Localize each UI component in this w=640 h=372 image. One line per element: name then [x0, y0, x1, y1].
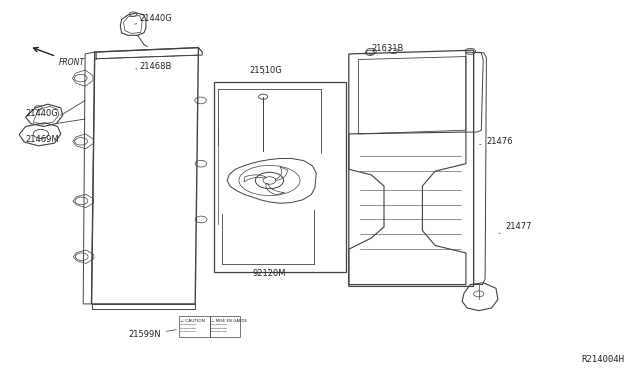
Text: ━━━━━━━━━: ━━━━━━━━━	[211, 330, 227, 334]
Text: 21599N: 21599N	[128, 330, 177, 339]
Text: ━━━━━━━━━: ━━━━━━━━━	[180, 327, 196, 331]
Text: ━━━━━━━━━: ━━━━━━━━━	[211, 323, 227, 327]
Bar	[179, 316, 210, 337]
Text: 92120M: 92120M	[253, 269, 286, 278]
Text: ⚠ CAUTION: ⚠ CAUTION	[180, 319, 205, 323]
Text: ━━━━━━━━━: ━━━━━━━━━	[180, 330, 196, 334]
Text: FRONT: FRONT	[59, 58, 85, 67]
Text: ⚠ MISE EN GARDE: ⚠ MISE EN GARDE	[211, 319, 247, 323]
Text: R214004H: R214004H	[581, 355, 624, 364]
Text: 21477: 21477	[499, 222, 532, 234]
Bar	[214, 82, 346, 272]
Text: ━━━━━━━━━: ━━━━━━━━━	[211, 327, 227, 331]
Text: 21468B: 21468B	[136, 62, 172, 71]
Text: ━━━━━━━━━: ━━━━━━━━━	[180, 323, 196, 327]
Text: 21510G: 21510G	[250, 66, 282, 75]
Text: 21469M: 21469M	[26, 135, 60, 144]
Bar	[210, 316, 240, 337]
Text: 21476: 21476	[479, 137, 513, 146]
Text: 21631B: 21631B	[371, 44, 404, 53]
Text: 21440G: 21440G	[134, 14, 172, 24]
Text: 21440G: 21440G	[26, 109, 58, 118]
